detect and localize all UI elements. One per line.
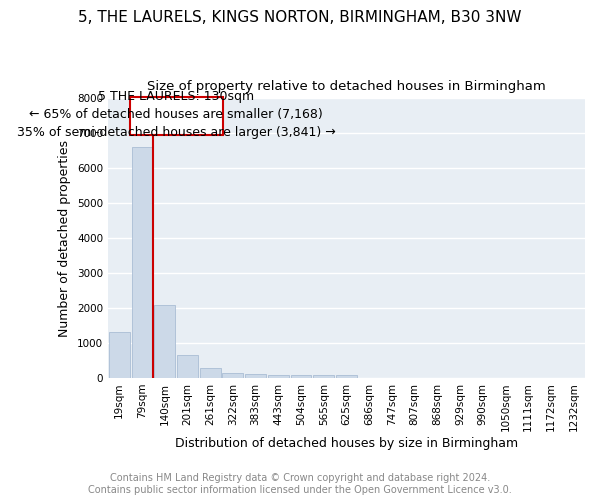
Bar xyxy=(313,375,334,378)
Y-axis label: Number of detached properties: Number of detached properties xyxy=(58,140,71,336)
Bar xyxy=(336,374,357,378)
Title: Size of property relative to detached houses in Birmingham: Size of property relative to detached ho… xyxy=(147,80,546,93)
Bar xyxy=(154,305,175,378)
Bar xyxy=(223,373,244,378)
Text: 5, THE LAURELS, KINGS NORTON, BIRMINGHAM, B30 3NW: 5, THE LAURELS, KINGS NORTON, BIRMINGHAM… xyxy=(78,10,522,25)
Bar xyxy=(131,146,152,378)
Bar xyxy=(290,375,311,378)
Bar xyxy=(268,375,289,378)
X-axis label: Distribution of detached houses by size in Birmingham: Distribution of detached houses by size … xyxy=(175,437,518,450)
Bar xyxy=(200,368,221,378)
Text: 5 THE LAURELS: 130sqm
← 65% of detached houses are smaller (7,168)
35% of semi-d: 5 THE LAURELS: 130sqm ← 65% of detached … xyxy=(17,90,335,138)
Text: Contains HM Land Registry data © Crown copyright and database right 2024.
Contai: Contains HM Land Registry data © Crown c… xyxy=(88,474,512,495)
Bar xyxy=(177,355,198,378)
Bar xyxy=(109,332,130,378)
Bar xyxy=(245,374,266,378)
Bar xyxy=(130,96,223,135)
